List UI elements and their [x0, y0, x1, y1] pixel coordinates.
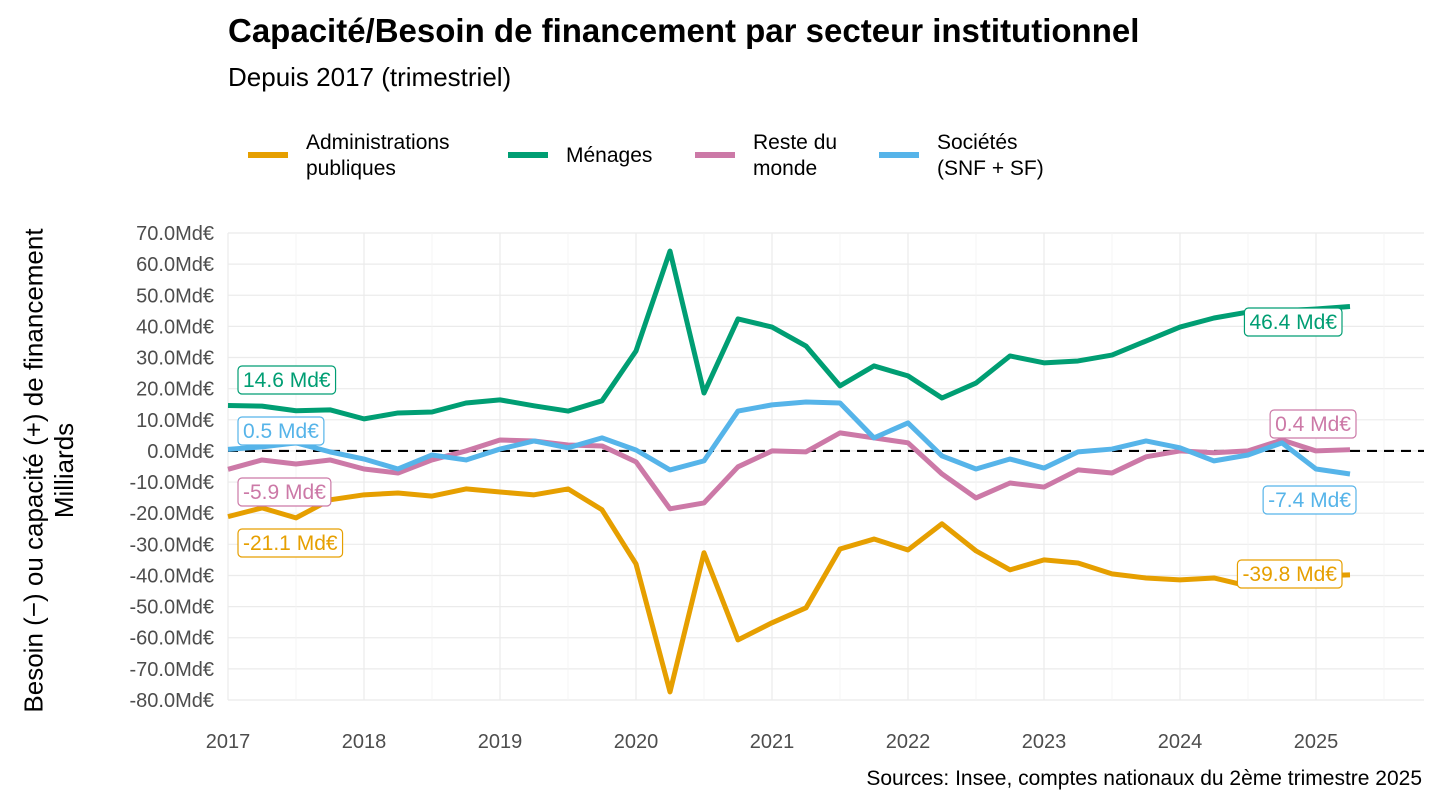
end-label-administrations-publiques-box	[1236, 559, 1343, 589]
source-caption: Sources: Insee, comptes nationaux du 2èm…	[866, 767, 1422, 790]
start-label-administrations-publiques: -21.1 Md€	[237, 528, 344, 558]
y-tick-label: 0.0Md€	[147, 441, 214, 463]
y-axis-ticks: 70.0Md€ 60.0Md€ 50.0Md€ 40.0Md€ 30.0Md€ 20.0M…	[130, 223, 215, 712]
x-axis-ticks: 2017 2018 2019 2020 2021 2022 2023 2024 2025	[206, 731, 1339, 753]
series-line-administrations-publiques	[227, 486, 1351, 695]
start-label-menages-text: 14.6 Md€	[243, 369, 331, 392]
legend-key-administrations-publiques	[248, 152, 288, 158]
y-tick-label: -40.0Md€	[130, 565, 215, 587]
end-label-societes: -7.4 Md€	[1262, 485, 1357, 515]
end-label-administrations-publiques: -39.8 Md€	[1236, 559, 1343, 589]
x-tick-label: 2019	[478, 731, 523, 753]
end-label-administrations-publiques-text: -39.8 Md€	[1242, 563, 1337, 586]
y-tick-label: 20.0Md€	[136, 379, 214, 401]
end-label-societes-box	[1262, 485, 1357, 515]
start-label-societes-text: 0.5 Md€	[243, 420, 319, 443]
start-label-societes: 0.5 Md€	[237, 416, 325, 446]
chart-subtitle: Depuis 2017 (trimestriel)	[228, 62, 512, 92]
x-tick-label: 2018	[342, 731, 387, 753]
y-tick-label: -80.0Md€	[130, 690, 215, 712]
legend-key-menages	[508, 152, 548, 158]
y-tick-label: -70.0Md€	[130, 659, 215, 681]
legend-label-societes: Sociétés (SNF + SF)	[937, 131, 1044, 180]
end-label-menages-text: 46.4 Md€	[1249, 311, 1337, 334]
end-label-reste-du-monde: 0.4 Md€	[1269, 409, 1357, 439]
legend-key-reste-du-monde	[695, 152, 735, 158]
series-line-reste-du-monde	[227, 430, 1351, 512]
legend-key-societes	[879, 152, 919, 158]
y-tick-label: 70.0Md€	[136, 223, 214, 245]
legend-label-administrations-publiques: Administrations publiques	[306, 131, 450, 180]
x-tick-label: 2023	[1022, 731, 1067, 753]
x-tick-label: 2021	[750, 731, 795, 753]
series-lines	[227, 248, 1351, 695]
value-labels: -21.1 Md€ -39.8 Md€ 14.6 Md€ 46.4 Md€ -5.9 M…	[237, 307, 1357, 589]
x-tick-label: 2022	[886, 731, 931, 753]
y-tick-label: 30.0Md€	[136, 348, 214, 370]
series-line-menages	[227, 248, 1351, 422]
grid-lines	[227, 232, 1424, 701]
start-label-reste-du-monde: -5.9 Md€	[237, 477, 332, 507]
y-tick-label: 10.0Md€	[136, 410, 214, 432]
start-label-administrations-publiques-text: -21.1 Md€	[243, 532, 338, 555]
chart-title: Capacité/Besoin de financement par secte…	[228, 12, 1140, 49]
end-label-menages-box	[1243, 307, 1343, 337]
y-tick-label: -60.0Md€	[130, 628, 215, 650]
y-tick-label: -30.0Md€	[130, 534, 215, 556]
y-tick-label: 60.0Md€	[136, 254, 214, 276]
start-label-administrations-publiques-box	[237, 528, 344, 558]
y-tick-label: -50.0Md€	[130, 597, 215, 619]
end-label-societes-text: -7.4 Md€	[1268, 489, 1351, 512]
end-label-reste-du-monde-box	[1269, 409, 1357, 439]
y-tick-label: 40.0Md€	[136, 316, 214, 338]
y-tick-label: -20.0Md€	[130, 503, 215, 525]
legend-label-reste-du-monde: Reste du monde	[753, 131, 838, 180]
legend-label-menages: Ménages	[566, 144, 653, 167]
x-tick-label: 2024	[1158, 731, 1203, 753]
end-label-menages: 46.4 Md€	[1243, 307, 1343, 337]
x-tick-label: 2017	[206, 731, 251, 753]
y-tick-label: 50.0Md€	[136, 285, 214, 307]
x-tick-label: 2025	[1294, 731, 1339, 753]
series-line-societes	[227, 399, 1351, 477]
start-label-menages: 14.6 Md€	[237, 365, 337, 395]
end-label-reste-du-monde-text: 0.4 Md€	[1275, 413, 1351, 436]
y-tick-label: -10.0Md€	[130, 472, 215, 494]
start-label-reste-du-monde-text: -5.9 Md€	[243, 481, 326, 504]
start-label-menages-box	[237, 365, 337, 395]
start-label-societes-box	[237, 416, 325, 446]
start-label-reste-du-monde-box	[237, 477, 332, 507]
x-tick-label: 2020	[614, 731, 659, 753]
